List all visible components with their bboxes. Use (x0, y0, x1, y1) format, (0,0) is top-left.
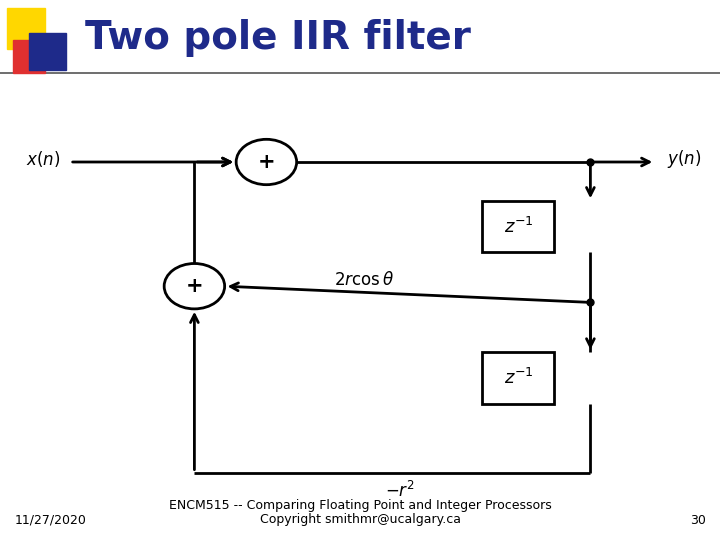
Circle shape (164, 264, 225, 309)
Bar (482, 201, 554, 252)
Text: ENCM515 -- Comparing Floating Point and Integer Processors
Copyright smithmr@uca: ENCM515 -- Comparing Floating Point and … (168, 498, 552, 526)
Bar (29, 33, 66, 70)
Text: Two pole IIR filter: Two pole IIR filter (85, 19, 471, 57)
Text: $-r^2$: $-r^2$ (384, 481, 415, 502)
Text: $z^{-1}$: $z^{-1}$ (503, 368, 534, 388)
Circle shape (236, 139, 297, 185)
Bar (13, 40, 45, 73)
Text: +: + (186, 276, 203, 296)
Text: $y(n)$: $y(n)$ (667, 148, 701, 170)
Text: $2r\cos\theta$: $2r\cos\theta$ (333, 271, 394, 289)
Text: 30: 30 (690, 514, 706, 526)
Bar (7, 8, 45, 49)
Text: $z^{-1}$: $z^{-1}$ (503, 217, 534, 237)
Text: $x(n)$: $x(n)$ (26, 149, 60, 170)
Text: 11/27/2020: 11/27/2020 (14, 514, 86, 526)
Text: +: + (258, 152, 275, 172)
Bar (482, 352, 554, 404)
